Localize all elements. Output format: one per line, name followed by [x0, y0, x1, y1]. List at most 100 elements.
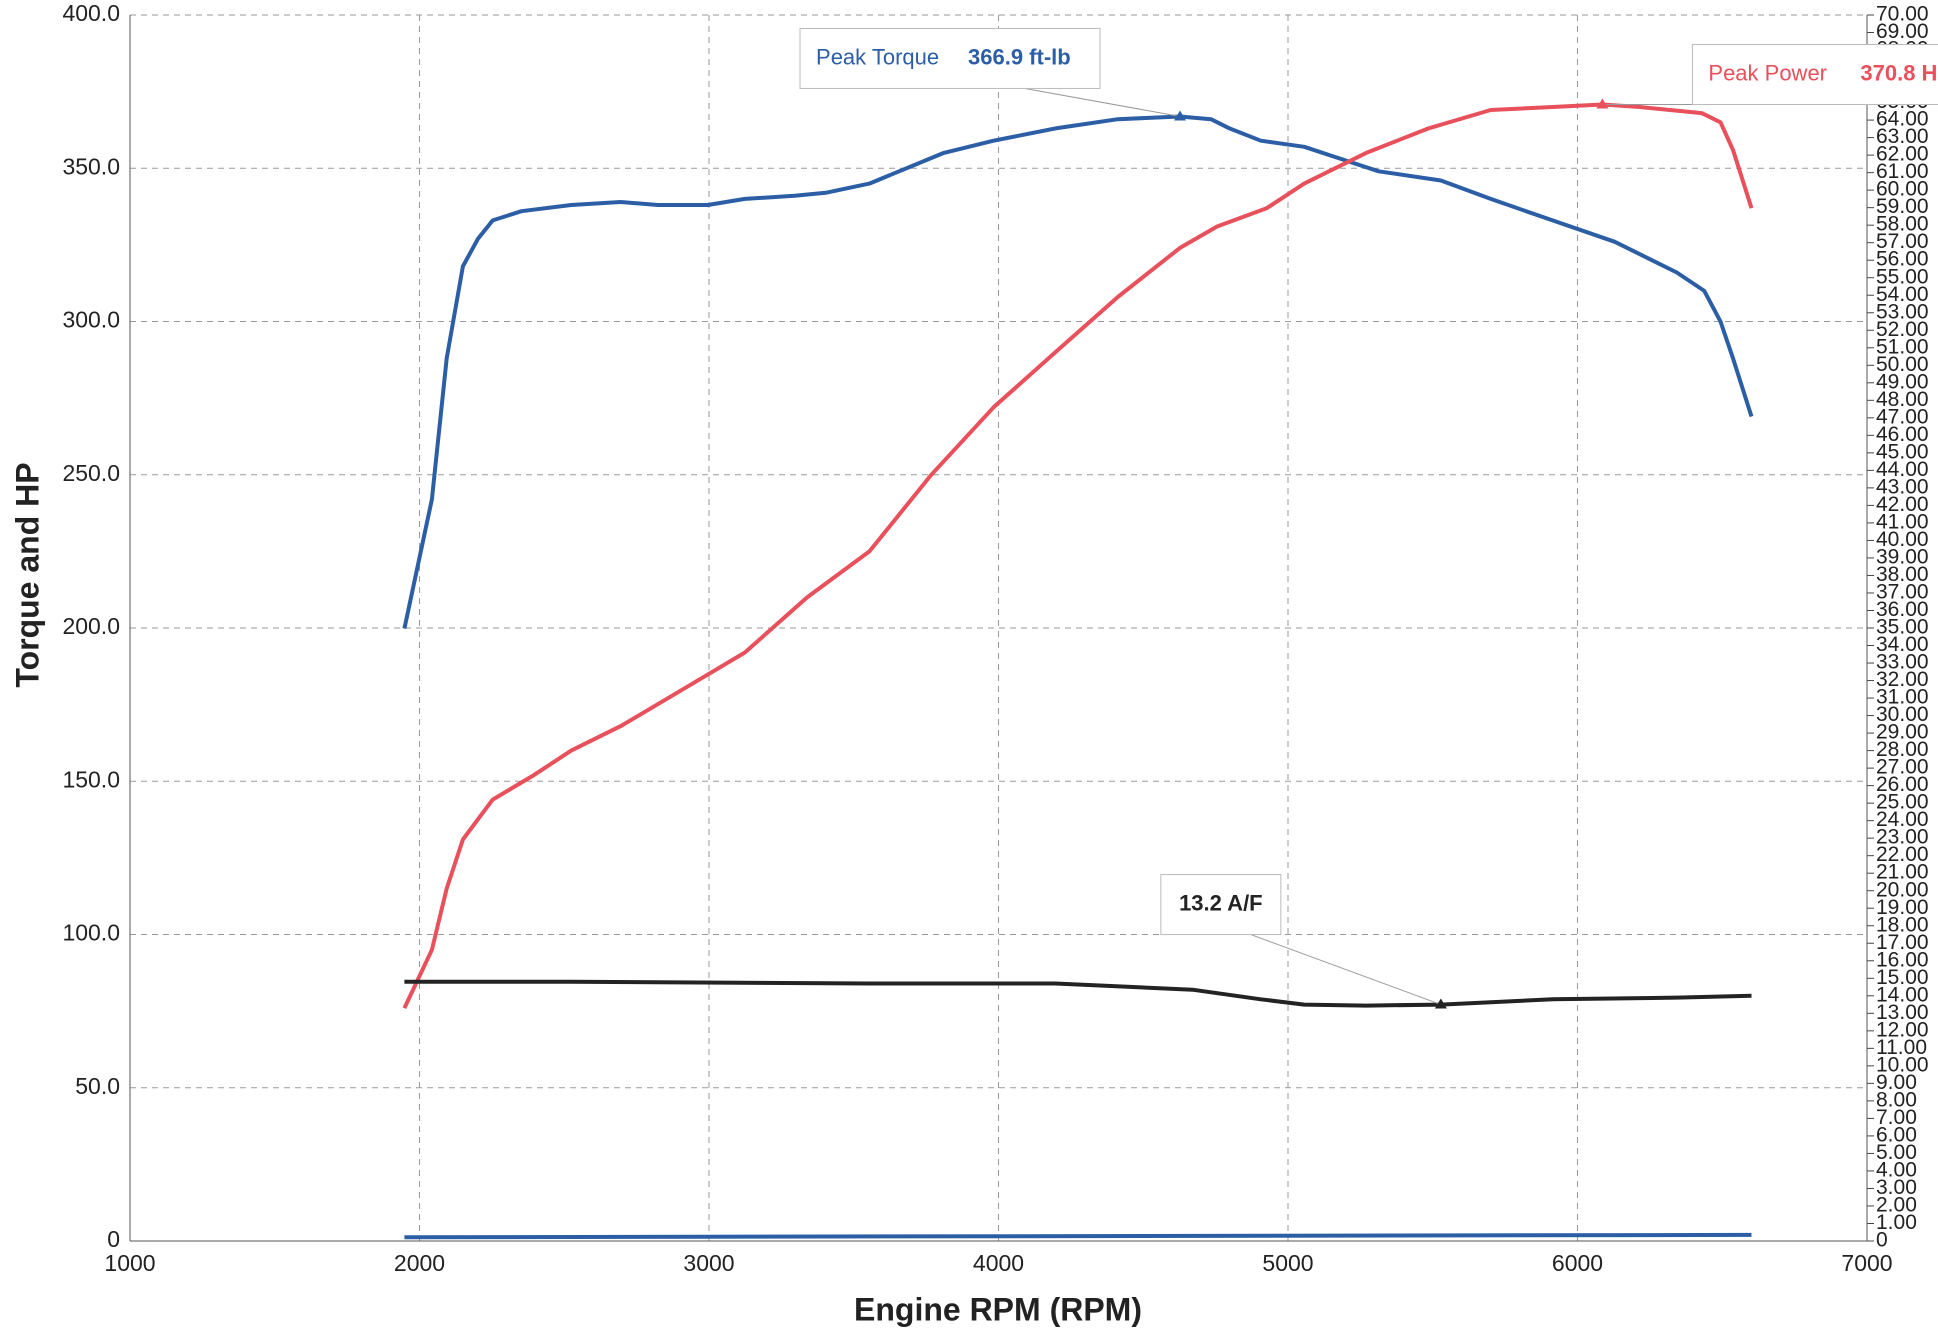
y-tick-label: 250.0	[62, 460, 120, 486]
y2-tick-label: 54.00	[1876, 283, 1929, 306]
x-tick-label: 7000	[1841, 1250, 1892, 1276]
x-tick-label: 6000	[1552, 1250, 1603, 1276]
y2-tick-label: 24.00	[1876, 808, 1929, 831]
y2-tick-label: 14.00	[1876, 983, 1929, 1006]
y-tick-label: 100.0	[62, 920, 120, 946]
y2-tick-label: 26.00	[1876, 773, 1929, 796]
line-series	[404, 1232, 1752, 1240]
y2-tick-label: 3.00	[1876, 1176, 1917, 1199]
annotation-text: 13.2 A/F	[1179, 890, 1263, 915]
annotation-name: Peak Torque	[816, 44, 939, 69]
x-tick-label: 3000	[683, 1250, 734, 1276]
y2-tick-label: 60.00	[1876, 178, 1929, 201]
y2-tick-label: 32.00	[1876, 668, 1929, 691]
y-tick-label: 0	[107, 1226, 120, 1252]
annotation-text: 366.9 ft-lb	[968, 44, 1071, 69]
y2-tick-label: 36.00	[1876, 598, 1929, 621]
y2-tick-label: 17.00	[1876, 931, 1929, 954]
y2-tick-label: 8.00	[1876, 1088, 1917, 1111]
y2-tick-label: 70.00	[1876, 3, 1929, 26]
x-tick-label: 5000	[1262, 1250, 1313, 1276]
annotation-marker	[1434, 998, 1447, 1009]
y2-tick-label: 29.00	[1876, 721, 1929, 744]
y2-tick-label: 62.00	[1876, 143, 1929, 166]
y2-tick-label: 44.00	[1876, 458, 1929, 481]
y2-tick-label: 63.00	[1876, 125, 1929, 148]
x-tick-label: 4000	[973, 1250, 1024, 1276]
y-tick-label: 50.0	[75, 1073, 120, 1099]
annotation-box	[1691, 43, 1938, 105]
y2-tick-label: 22.00	[1876, 843, 1929, 866]
line-series	[404, 979, 1752, 1008]
y2-tick-label: 19.00	[1876, 896, 1929, 919]
y2-tick-label: 48.00	[1876, 388, 1929, 411]
y2-tick-label: 21.00	[1876, 861, 1929, 884]
y2-tick-label: 25.00	[1876, 791, 1929, 814]
y2-tick-label: 10.00	[1876, 1053, 1929, 1076]
annotation-text: 370.8 Hp	[1860, 60, 1938, 85]
annotation-leader	[1024, 87, 1181, 117]
y2-tick-label: 53.00	[1876, 300, 1929, 323]
y2-tick-label: 18.00	[1876, 913, 1929, 936]
y2-tick-label: 9.00	[1876, 1071, 1917, 1094]
y-tick-label: 400.0	[62, 0, 120, 26]
y2-tick-label: 43.00	[1876, 475, 1929, 498]
y2-tick-label: 39.00	[1876, 545, 1929, 568]
y2-tick-label: 42.00	[1876, 493, 1929, 516]
y2-tick-label: 23.00	[1876, 826, 1929, 849]
y-tick-label: 350.0	[62, 153, 120, 179]
y2-tick-label: 34.00	[1876, 633, 1929, 656]
y2-tick-label: 2.00	[1876, 1194, 1917, 1217]
line-series	[402, 114, 1754, 630]
annotation-leader	[1250, 934, 1442, 1006]
y2-tick-label: 12.00	[1876, 1018, 1929, 1041]
y2-tick-label: 41.00	[1876, 510, 1929, 533]
x-axis-label: Engine RPM (RPM)	[854, 1291, 1142, 1327]
y2-tick-label: 45.00	[1876, 440, 1929, 463]
x-tick-label: 2000	[394, 1250, 445, 1276]
y2-tick-label: 59.00	[1876, 195, 1929, 218]
y2-tick-label: 69.00	[1876, 20, 1929, 43]
y2-tick-label: 55.00	[1876, 265, 1929, 288]
y2-tick-label: 33.00	[1876, 651, 1929, 674]
y-tick-label: 200.0	[62, 613, 120, 639]
annotation-box	[1160, 874, 1282, 936]
annotation-box	[799, 27, 1101, 89]
y2-tick-label: 13.00	[1876, 1001, 1929, 1024]
y2-tick-label: 30.00	[1876, 703, 1929, 726]
annotation-marker	[1596, 98, 1609, 109]
y2-tick-label: 38.00	[1876, 563, 1929, 586]
y2-tick-label: 1.00	[1876, 1211, 1917, 1234]
y2-tick-label: 27.00	[1876, 756, 1929, 779]
y2-tick-label: 56.00	[1876, 248, 1929, 271]
annotation-marker	[1174, 110, 1187, 121]
y2-tick-label: 35.00	[1876, 616, 1929, 639]
y2-tick-label: 49.00	[1876, 370, 1929, 393]
y2-tick-label: 20.00	[1876, 878, 1929, 901]
y2-tick-label: 28.00	[1876, 738, 1929, 761]
y2-tick-label: 40.00	[1876, 528, 1929, 551]
y-axis-label: Torque and HP	[9, 462, 45, 687]
y2-tick-label: 15.00	[1876, 966, 1929, 989]
y2-tick-label: 51.00	[1876, 335, 1929, 358]
y2-tick-label: 47.00	[1876, 405, 1929, 428]
y2-tick-label: 7.00	[1876, 1106, 1917, 1129]
y-tick-label: 150.0	[62, 766, 120, 792]
y2-tick-label: 16.00	[1876, 948, 1929, 971]
y2-tick-label: 5.00	[1876, 1141, 1917, 1164]
y2-tick-label: 37.00	[1876, 581, 1929, 604]
y2-tick-label: 57.00	[1876, 230, 1929, 253]
y2-tick-label: 4.00	[1876, 1158, 1917, 1181]
x-tick-label: 1000	[104, 1250, 155, 1276]
y2-tick-label: 61.00	[1876, 160, 1929, 183]
y2-tick-label: 0	[1876, 1229, 1888, 1252]
y2-tick-label: 64.00	[1876, 108, 1929, 131]
y2-tick-label: 46.00	[1876, 423, 1929, 446]
y2-tick-label: 11.00	[1876, 1036, 1927, 1059]
y-tick-label: 300.0	[62, 307, 120, 333]
y2-tick-label: 6.00	[1876, 1123, 1917, 1146]
y2-tick-label: 31.00	[1876, 686, 1929, 709]
annotation-name: Peak Power	[1708, 60, 1827, 85]
